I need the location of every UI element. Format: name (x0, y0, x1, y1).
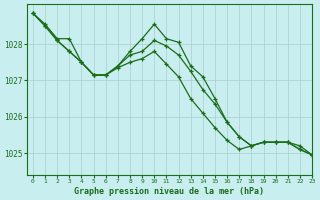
X-axis label: Graphe pression niveau de la mer (hPa): Graphe pression niveau de la mer (hPa) (75, 187, 264, 196)
